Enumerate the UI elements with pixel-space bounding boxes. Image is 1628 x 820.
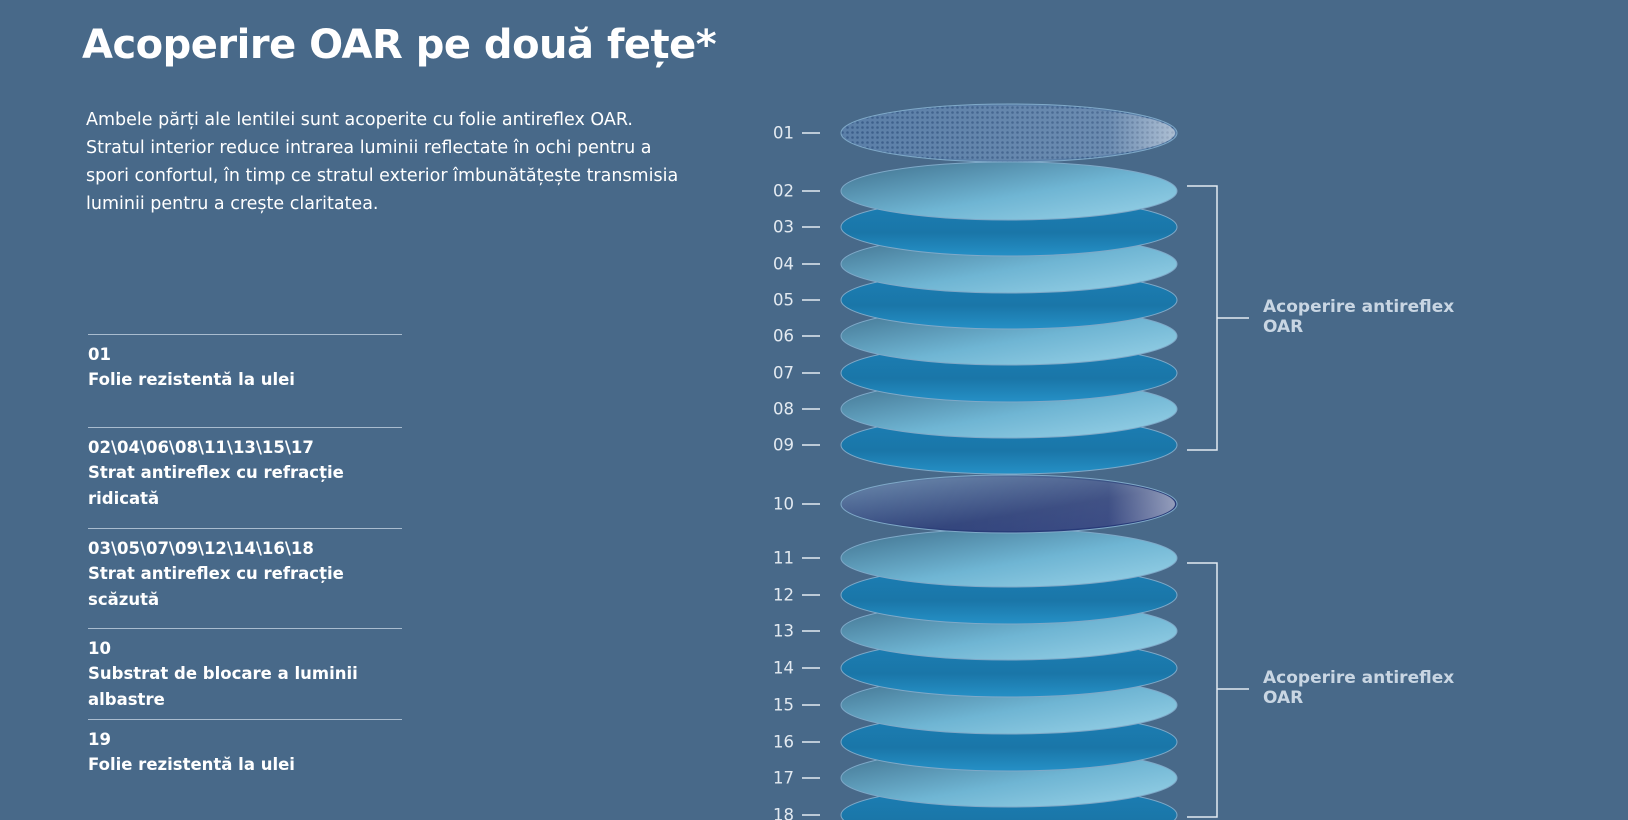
bracket	[1187, 185, 1249, 451]
bracket-label: Acoperire antireflex OAR	[1263, 297, 1455, 337]
legend-label: Strat antireflex cu refracție scăzută	[88, 564, 344, 609]
description: Ambele părți ale lentilei sunt acoperite…	[86, 110, 679, 214]
legend-code: 10	[88, 639, 111, 658]
layer-label: 07	[773, 364, 794, 383]
layer-label: 04	[773, 255, 794, 274]
layer-label: 03	[773, 218, 794, 237]
legend-label: Strat antireflex cu refracție ridicată	[88, 463, 344, 508]
lens-layer	[840, 528, 1178, 588]
layer-label: 17	[773, 769, 794, 788]
layer-label: 11	[773, 549, 794, 568]
layer-label: 14	[773, 659, 794, 678]
lens-shine	[843, 106, 1175, 160]
lens-layer	[840, 161, 1178, 221]
layer-label: 05	[773, 291, 794, 310]
layer-label: 12	[773, 586, 794, 605]
title: Acoperire OAR pe două fețe*	[82, 22, 717, 68]
layer-label: 01	[773, 124, 794, 143]
legend-label: Folie rezistentă la ulei	[88, 370, 295, 389]
layer-label: 09	[773, 436, 794, 455]
legend-code: 02\04\06\08\11\13\15\17	[88, 438, 314, 457]
lens-shine	[843, 477, 1175, 531]
bracket	[1187, 562, 1249, 818]
legend-item: 01 Folie rezistentă la ulei	[88, 334, 402, 393]
legend-code: 03\05\07\09\12\14\16\18	[88, 539, 314, 558]
legend-item: 03\05\07\09\12\14\16\18 Strat antireflex …	[88, 528, 402, 613]
legend-item: 19 Folie rezistentă la ulei	[88, 719, 402, 778]
layer-label: 10	[773, 495, 794, 514]
layer-label: 16	[773, 733, 794, 752]
layer-label: 18	[773, 806, 794, 820]
bracket-label: Acoperire antireflex OAR	[1263, 668, 1455, 708]
legend-item: 02\04\06\08\11\13\15\17 Strat antireflex …	[88, 427, 402, 512]
layer-label: 02	[773, 182, 794, 201]
legend-label: Substrat de blocare a luminii albastre	[88, 664, 358, 709]
legend-item: 10 Substrat de blocare a luminii albastre	[88, 628, 402, 713]
layer-label: 08	[773, 400, 794, 419]
legend-code: 19	[88, 730, 111, 749]
layer-label: 06	[773, 327, 794, 346]
layer-label: 15	[773, 696, 794, 715]
layer-label: 13	[773, 622, 794, 641]
legend-label: Folie rezistentă la ulei	[88, 755, 295, 774]
legend-code: 01	[88, 345, 111, 364]
